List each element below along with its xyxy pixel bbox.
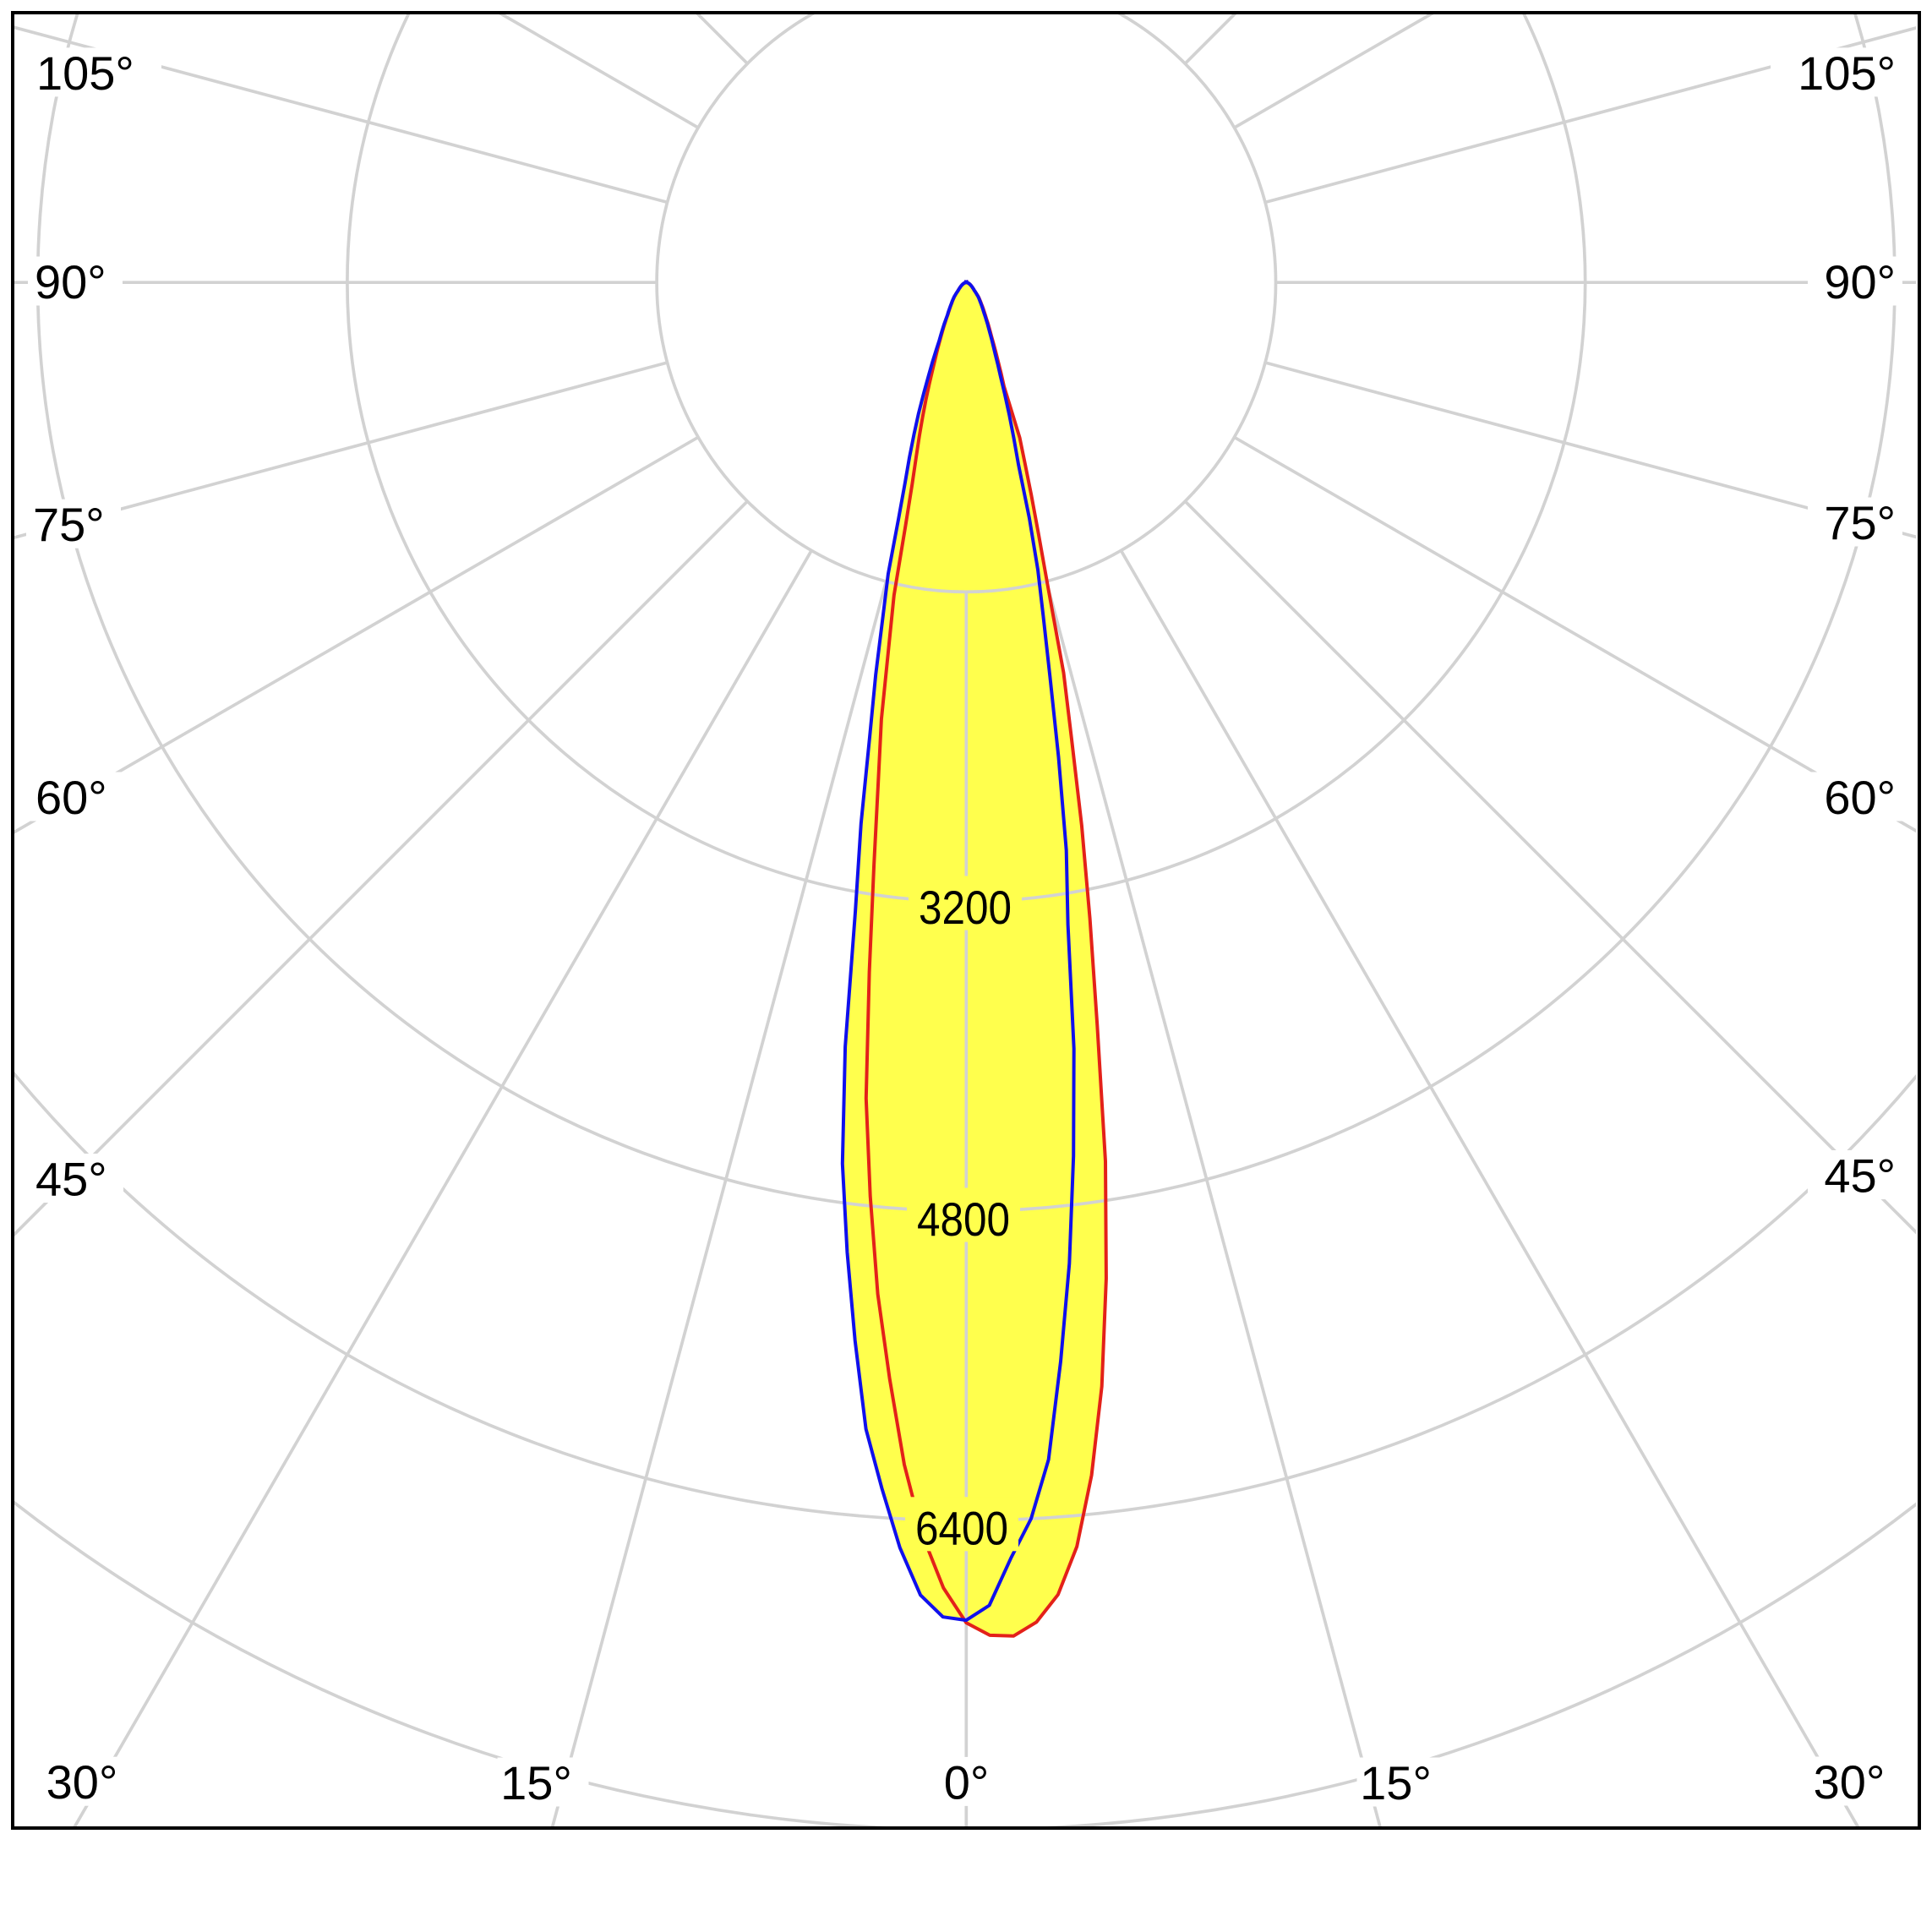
svg-text:15°: 15° [1360,1756,1432,1809]
svg-text:105°: 105° [36,46,134,100]
svg-text:75°: 75° [1824,496,1896,549]
svg-text:4800: 4800 [917,1192,1010,1246]
svg-text:90°: 90° [1824,255,1896,308]
svg-text:105°: 105° [1798,46,1896,100]
svg-text:60°: 60° [1824,771,1896,824]
svg-text:90°: 90° [35,255,106,308]
svg-text:6400: 6400 [915,1502,1008,1555]
svg-text:45°: 45° [35,1152,107,1205]
svg-text:15°: 15° [500,1756,572,1809]
svg-text:30°: 30° [1814,1755,1886,1809]
svg-text:75°: 75° [33,498,105,551]
svg-text:45°: 45° [1824,1149,1896,1202]
svg-text:30°: 30° [46,1755,118,1809]
svg-text:0°: 0° [944,1755,990,1809]
svg-text:60°: 60° [35,771,107,824]
svg-text:3200: 3200 [919,881,1012,934]
